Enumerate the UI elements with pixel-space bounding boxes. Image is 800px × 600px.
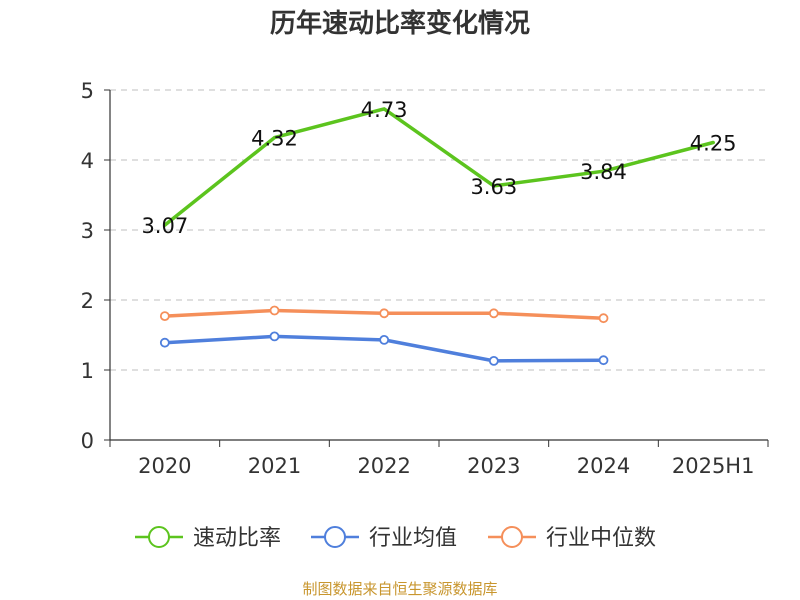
data-label: 4.32 <box>251 127 298 151</box>
data-point <box>379 334 390 345</box>
data-label: 3.84 <box>580 160 627 184</box>
legend-swatch-marker <box>501 526 523 548</box>
source-note: 制图数据来自恒生聚源数据库 <box>302 580 498 598</box>
x-tick-label: 2022 <box>357 454 410 478</box>
y-tick-label: 0 <box>81 429 94 453</box>
y-tick-label: 3 <box>81 219 94 243</box>
series: 3.07 4.32 4.73 3.63 3.84 4.25 <box>141 98 737 366</box>
data-point <box>488 355 499 366</box>
data-point <box>598 313 609 324</box>
data-point <box>598 355 609 366</box>
data-label: 3.07 <box>141 214 188 238</box>
legend-label: 速动比率 <box>193 526 281 551</box>
x-tick-label: 2021 <box>248 454 301 478</box>
legend-swatch-marker <box>324 526 346 548</box>
legend-swatch-marker <box>148 526 170 548</box>
grid <box>110 89 768 371</box>
x-tick-label: 2024 <box>577 454 630 478</box>
legend-label: 行业中位数 <box>546 526 656 551</box>
y-tick-label: 2 <box>81 289 94 313</box>
data-point <box>269 305 280 316</box>
y-tick-label: 5 <box>81 79 94 103</box>
series-line <box>163 107 715 227</box>
y-tick-label: 1 <box>81 359 94 383</box>
data-point <box>488 308 499 319</box>
data-label: 3.63 <box>470 175 517 199</box>
data-label: 4.25 <box>690 132 737 156</box>
data-point <box>159 311 170 322</box>
y-tick-label: 4 <box>81 149 94 173</box>
data-point <box>269 331 280 342</box>
chart-title: 历年速动比率变化情况 <box>270 8 530 39</box>
data-label: 4.73 <box>361 98 408 122</box>
data-point <box>159 337 170 348</box>
x-tick-label: 2025H1 <box>672 454 755 478</box>
legend-label: 行业均值 <box>369 526 457 551</box>
legend: 速动比率 行业均值 行业中位数 <box>135 526 656 551</box>
data-point <box>379 308 390 319</box>
axes: 0 1 2 3 4 5 2020 2021 2022 2023 2024 2025H1 <box>81 79 769 478</box>
x-tick-label: 2023 <box>467 454 520 478</box>
x-tick-label: 2020 <box>138 454 191 478</box>
